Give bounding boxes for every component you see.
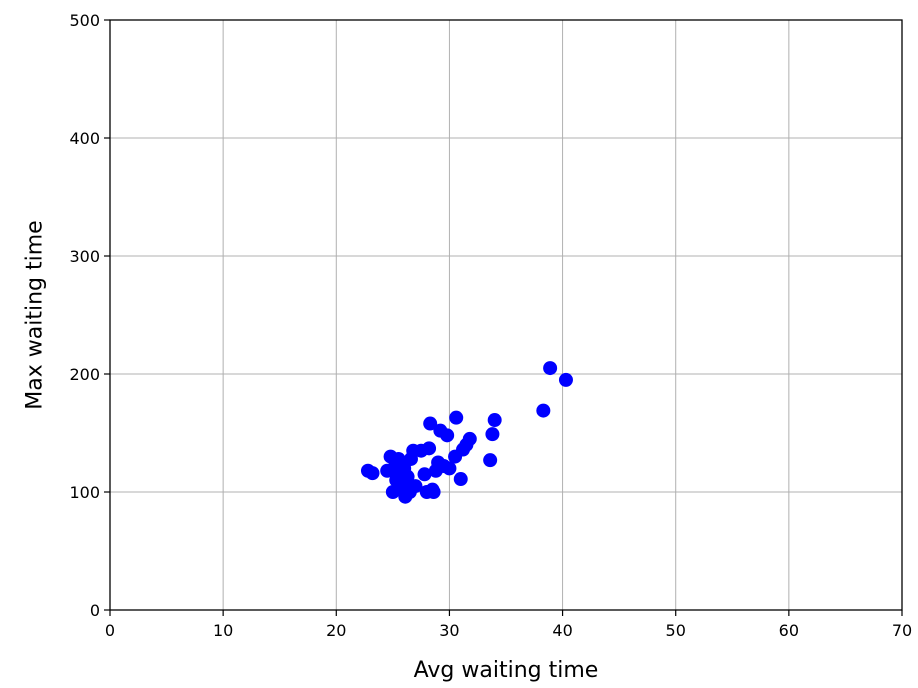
y-tick-label: 400: [69, 129, 100, 148]
plot-frame: [109, 19, 903, 611]
grid-lines: [109, 19, 903, 611]
x-tick-label: 20: [326, 621, 346, 640]
y-tick-label: 200: [69, 365, 100, 384]
data-point: [487, 413, 502, 428]
y-tick-label: 100: [69, 483, 100, 502]
data-point: [558, 372, 573, 387]
y-tick-label: 500: [69, 11, 100, 30]
data-point: [483, 453, 498, 468]
x-tick-label: 70: [892, 621, 912, 640]
x-tick-label: 60: [779, 621, 799, 640]
data-point: [442, 461, 457, 476]
data-points: [360, 361, 573, 504]
y-tick-label: 0: [90, 601, 100, 620]
data-point: [365, 466, 380, 481]
data-point: [462, 431, 477, 446]
axis-ticks: 0 10 20 30 40 50 60 70 0 100 200 300 400 500: [69, 11, 912, 640]
data-point: [440, 428, 455, 443]
data-point: [536, 403, 551, 418]
data-point: [426, 485, 441, 499]
x-axis-label: Avg waiting time: [414, 658, 599, 683]
x-tick-label: 0: [105, 621, 115, 640]
data-point: [449, 410, 464, 425]
data-point: [453, 472, 468, 487]
data-point: [543, 361, 558, 376]
x-tick-label: 50: [666, 621, 686, 640]
x-tick-label: 40: [552, 621, 572, 640]
x-tick-label: 10: [213, 621, 233, 640]
x-tick-label: 30: [439, 621, 459, 640]
y-tick-label: 300: [69, 247, 100, 266]
data-point: [417, 467, 432, 482]
data-point: [423, 416, 438, 431]
data-point: [408, 479, 423, 494]
y-axis-label: Max waiting time: [23, 220, 48, 409]
data-point: [485, 427, 500, 442]
data-point: [400, 469, 415, 484]
data-point: [422, 441, 437, 456]
